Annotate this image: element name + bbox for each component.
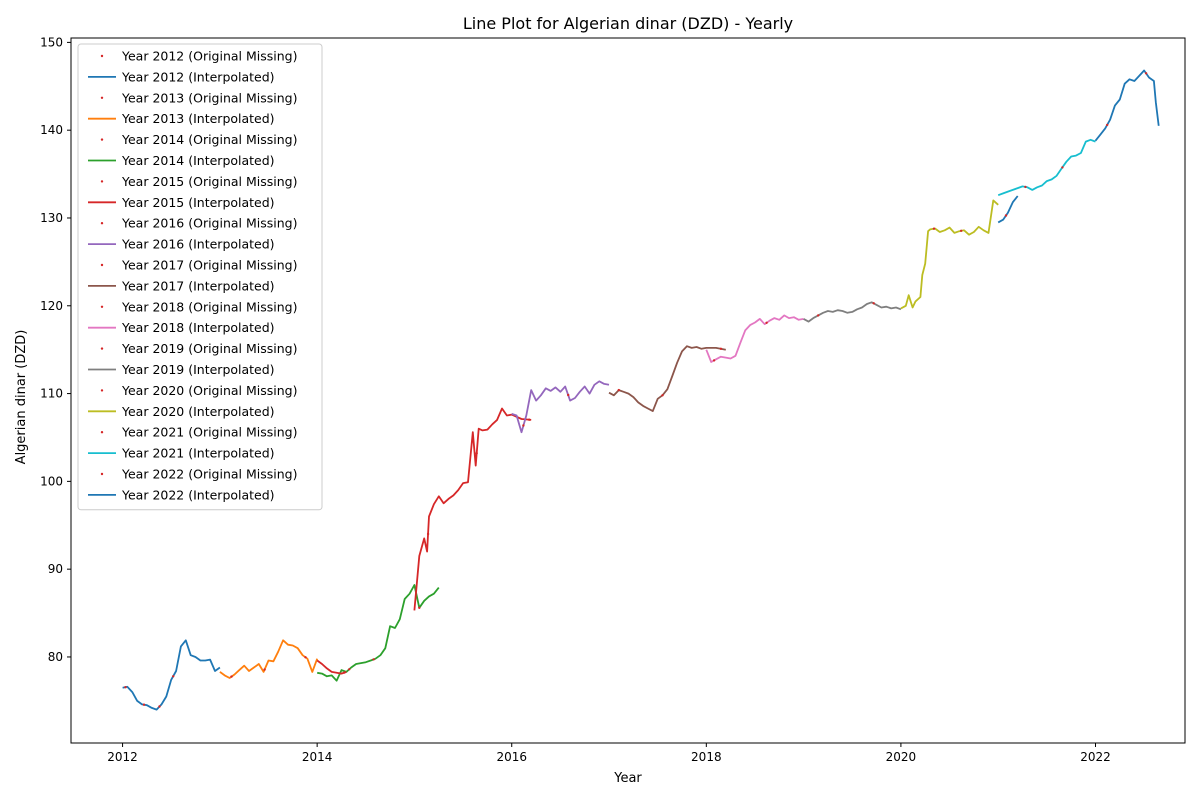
y-tick-label: 110 [40,387,63,401]
legend-missing-marker [100,347,104,350]
missing-point-5-1 [661,394,664,397]
legend-missing-marker [100,222,104,225]
x-tick-label: 2016 [496,750,527,764]
missing-point-10-1 [1106,123,1109,127]
series-line-9 [997,138,1096,197]
y-tick-label: 140 [40,123,63,137]
missing-point-6-1 [765,321,768,324]
legend-label-missing: Year 2016 (Original Missing) [121,216,297,231]
missing-point-10-0 [1004,214,1008,217]
legend-frame [77,43,323,511]
legend-label-missing: Year 2022 (Original Missing) [121,467,297,482]
x-tick-label: 2014 [302,750,333,764]
missing-point-0-3 [172,675,175,678]
y-tick-label: 120 [40,299,63,313]
legend-missing-marker [100,472,104,476]
x-tick-label: 2012 [107,750,138,764]
legend-missing-marker [100,305,104,308]
legend-label-missing: Year 2020 (Original Missing) [121,383,297,398]
missing-point-8-1 [960,229,963,232]
missing-point-3-1 [426,532,430,536]
missing-point-0-0 [124,686,127,689]
y-tick-label: 100 [40,474,63,488]
legend-label-missing: Year 2019 (Original Missing) [121,341,297,356]
legend-label-interpolated: Year 2017 (Interpolated) [121,278,275,293]
series-line-0 [122,639,221,711]
missing-point-3-3 [528,418,531,421]
legend-label-interpolated: Year 2019 (Interpolated) [121,362,275,377]
legend-missing-marker [100,96,104,100]
x-tick-label: 2020 [886,750,917,764]
legend-label-interpolated: Year 2020 (Interpolated) [121,404,275,419]
missing-point-6-0 [712,359,716,362]
legend-label-missing: Year 2017 (Original Missing) [121,258,297,273]
legend-label-missing: Year 2013 (Original Missing) [121,90,297,105]
legend-label-interpolated: Year 2013 (Interpolated) [121,111,275,126]
missing-point-2-2 [418,606,421,609]
missing-point-9-0 [1024,185,1027,189]
plot-area [122,69,1160,711]
x-tick-label: 2018 [691,750,722,764]
legend-label-interpolated: Year 2022 (Interpolated) [121,487,275,502]
y-tick-label: 130 [40,211,63,225]
x-axis-label: Year [613,771,642,786]
missing-point-2-0 [348,668,351,671]
series-line-6 [705,314,804,363]
missing-point-7-0 [817,314,820,317]
missing-point-7-1 [872,302,875,305]
series-line-2 [317,584,440,682]
missing-point-4-0 [522,424,525,427]
legend-label-missing: Year 2014 (Original Missing) [121,132,297,147]
series-line-3 [316,407,532,675]
legend-label-missing: Year 2018 (Original Missing) [121,299,297,314]
missing-point-10-2 [1144,72,1148,75]
legend-label-interpolated: Year 2021 (Interpolated) [121,446,275,461]
legend-missing-marker [100,138,104,141]
legend-label-missing: Year 2021 (Original Missing) [121,425,297,440]
legend-missing-marker [100,263,104,267]
y-axis: 80 90 100 110 120 130 140 150 [40,35,71,664]
missing-point-1-0 [230,675,233,678]
missing-point-3-2 [475,452,478,455]
legend-missing-marker [100,54,104,58]
missing-point-5-0 [617,388,620,392]
chart-title: Line Plot for Algerian dinar (DZD) - Yea… [463,14,793,33]
missing-point-1-1 [263,668,266,671]
missing-point-8-0 [932,227,936,230]
y-axis-label: Algerian dinar (DZD) [14,330,29,465]
missing-point-5-2 [719,347,723,350]
missing-point-2-1 [372,658,375,661]
missing-point-1-2 [304,656,307,659]
legend-label-missing: Year 2015 (Original Missing) [121,174,297,189]
legend-label-interpolated: Year 2016 (Interpolated) [121,237,275,252]
legend-label-interpolated: Year 2014 (Interpolated) [121,153,275,168]
series-line-8 [900,199,999,310]
missing-point-9-1 [1061,166,1064,169]
x-axis: 2012 2014 2016 2018 2020 2022 [107,743,1111,764]
legend-label-interpolated: Year 2015 (Interpolated) [121,195,275,210]
y-tick-label: 150 [40,35,63,49]
series-line-4 [511,380,610,434]
missing-point-3-0 [343,671,346,674]
y-tick-label: 90 [48,562,63,576]
x-tick-label: 2022 [1080,750,1111,764]
series-line-1 [219,639,319,679]
missing-point-4-1 [567,393,570,397]
legend-missing-marker [100,180,104,183]
legend: Year 2012 (Original Missing) Year 2012 (I… [77,43,323,511]
y-tick-label: 80 [48,650,63,664]
legend-missing-marker [100,431,104,434]
legend-label-missing: Year 2012 (Original Missing) [121,49,297,64]
missing-point-0-1 [142,703,146,706]
missing-point-0-2 [158,705,161,708]
legend-missing-marker [100,389,104,392]
legend-label-interpolated: Year 2012 (Interpolated) [121,69,275,84]
legend-label-interpolated: Year 2018 (Interpolated) [121,320,275,335]
series-line-7 [803,301,902,323]
plot-frame [70,37,1186,744]
